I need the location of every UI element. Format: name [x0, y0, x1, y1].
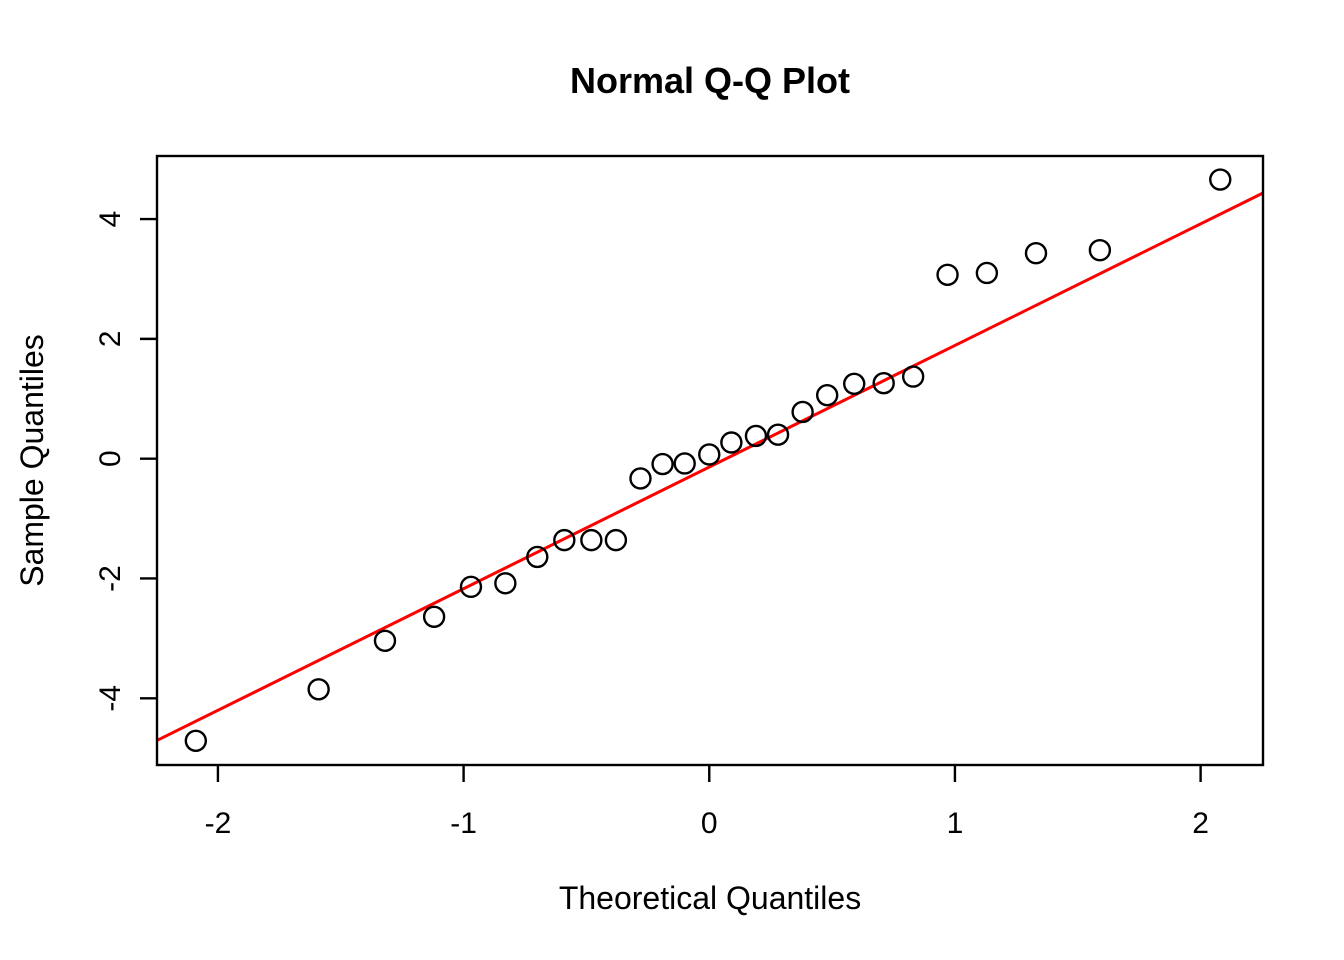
x-tick-label: -2: [205, 807, 232, 840]
data-point: [1209, 168, 1232, 191]
x-tick-label: 2: [1192, 807, 1209, 840]
y-tick-label: 4: [94, 211, 127, 228]
data-point: [651, 452, 674, 476]
data-point: [184, 729, 208, 753]
qq-reference-line: [156, 191, 1264, 742]
data-point: [936, 263, 959, 286]
data-point: [791, 400, 814, 424]
reference-line-group: [156, 191, 1264, 742]
x-tick-label: -1: [450, 807, 477, 840]
y-axis-label: Sample Quantiles: [14, 334, 50, 587]
data-point: [673, 452, 696, 475]
data-point: [629, 467, 652, 490]
data-point: [553, 528, 576, 552]
chart-title: Normal Q-Q Plot: [570, 60, 850, 101]
y-tick-label: -4: [94, 685, 127, 712]
x-tick-label: 0: [701, 807, 718, 840]
data-point: [1088, 239, 1112, 262]
data-point: [815, 383, 839, 407]
data-point: [580, 528, 603, 552]
data-points: [184, 168, 1232, 753]
data-point: [975, 261, 999, 285]
data-point: [422, 605, 446, 629]
y-tick-label: -2: [94, 565, 127, 592]
data-point: [526, 545, 549, 569]
data-point: [901, 365, 925, 388]
x-tick-label: 1: [947, 807, 964, 840]
y-axis-ticks: -4 -2 0 2 4: [94, 211, 157, 712]
x-axis-label: Theoretical Quantiles: [559, 880, 861, 916]
data-point: [373, 629, 397, 652]
data-point: [459, 575, 483, 599]
y-tick-label: 2: [94, 331, 127, 348]
data-point: [744, 424, 768, 448]
data-point: [720, 431, 743, 454]
data-point: [766, 423, 790, 446]
plot-border: [155, 154, 1265, 767]
data-point: [307, 678, 330, 701]
data-point: [604, 528, 628, 552]
data-point: [843, 372, 866, 395]
data-point: [872, 371, 895, 395]
data-point: [1024, 242, 1048, 265]
data-point: [494, 572, 517, 595]
data-point: [698, 443, 721, 466]
x-axis-ticks: -2 -1 0 1 2: [205, 765, 1209, 840]
y-tick-label: 0: [94, 450, 127, 467]
